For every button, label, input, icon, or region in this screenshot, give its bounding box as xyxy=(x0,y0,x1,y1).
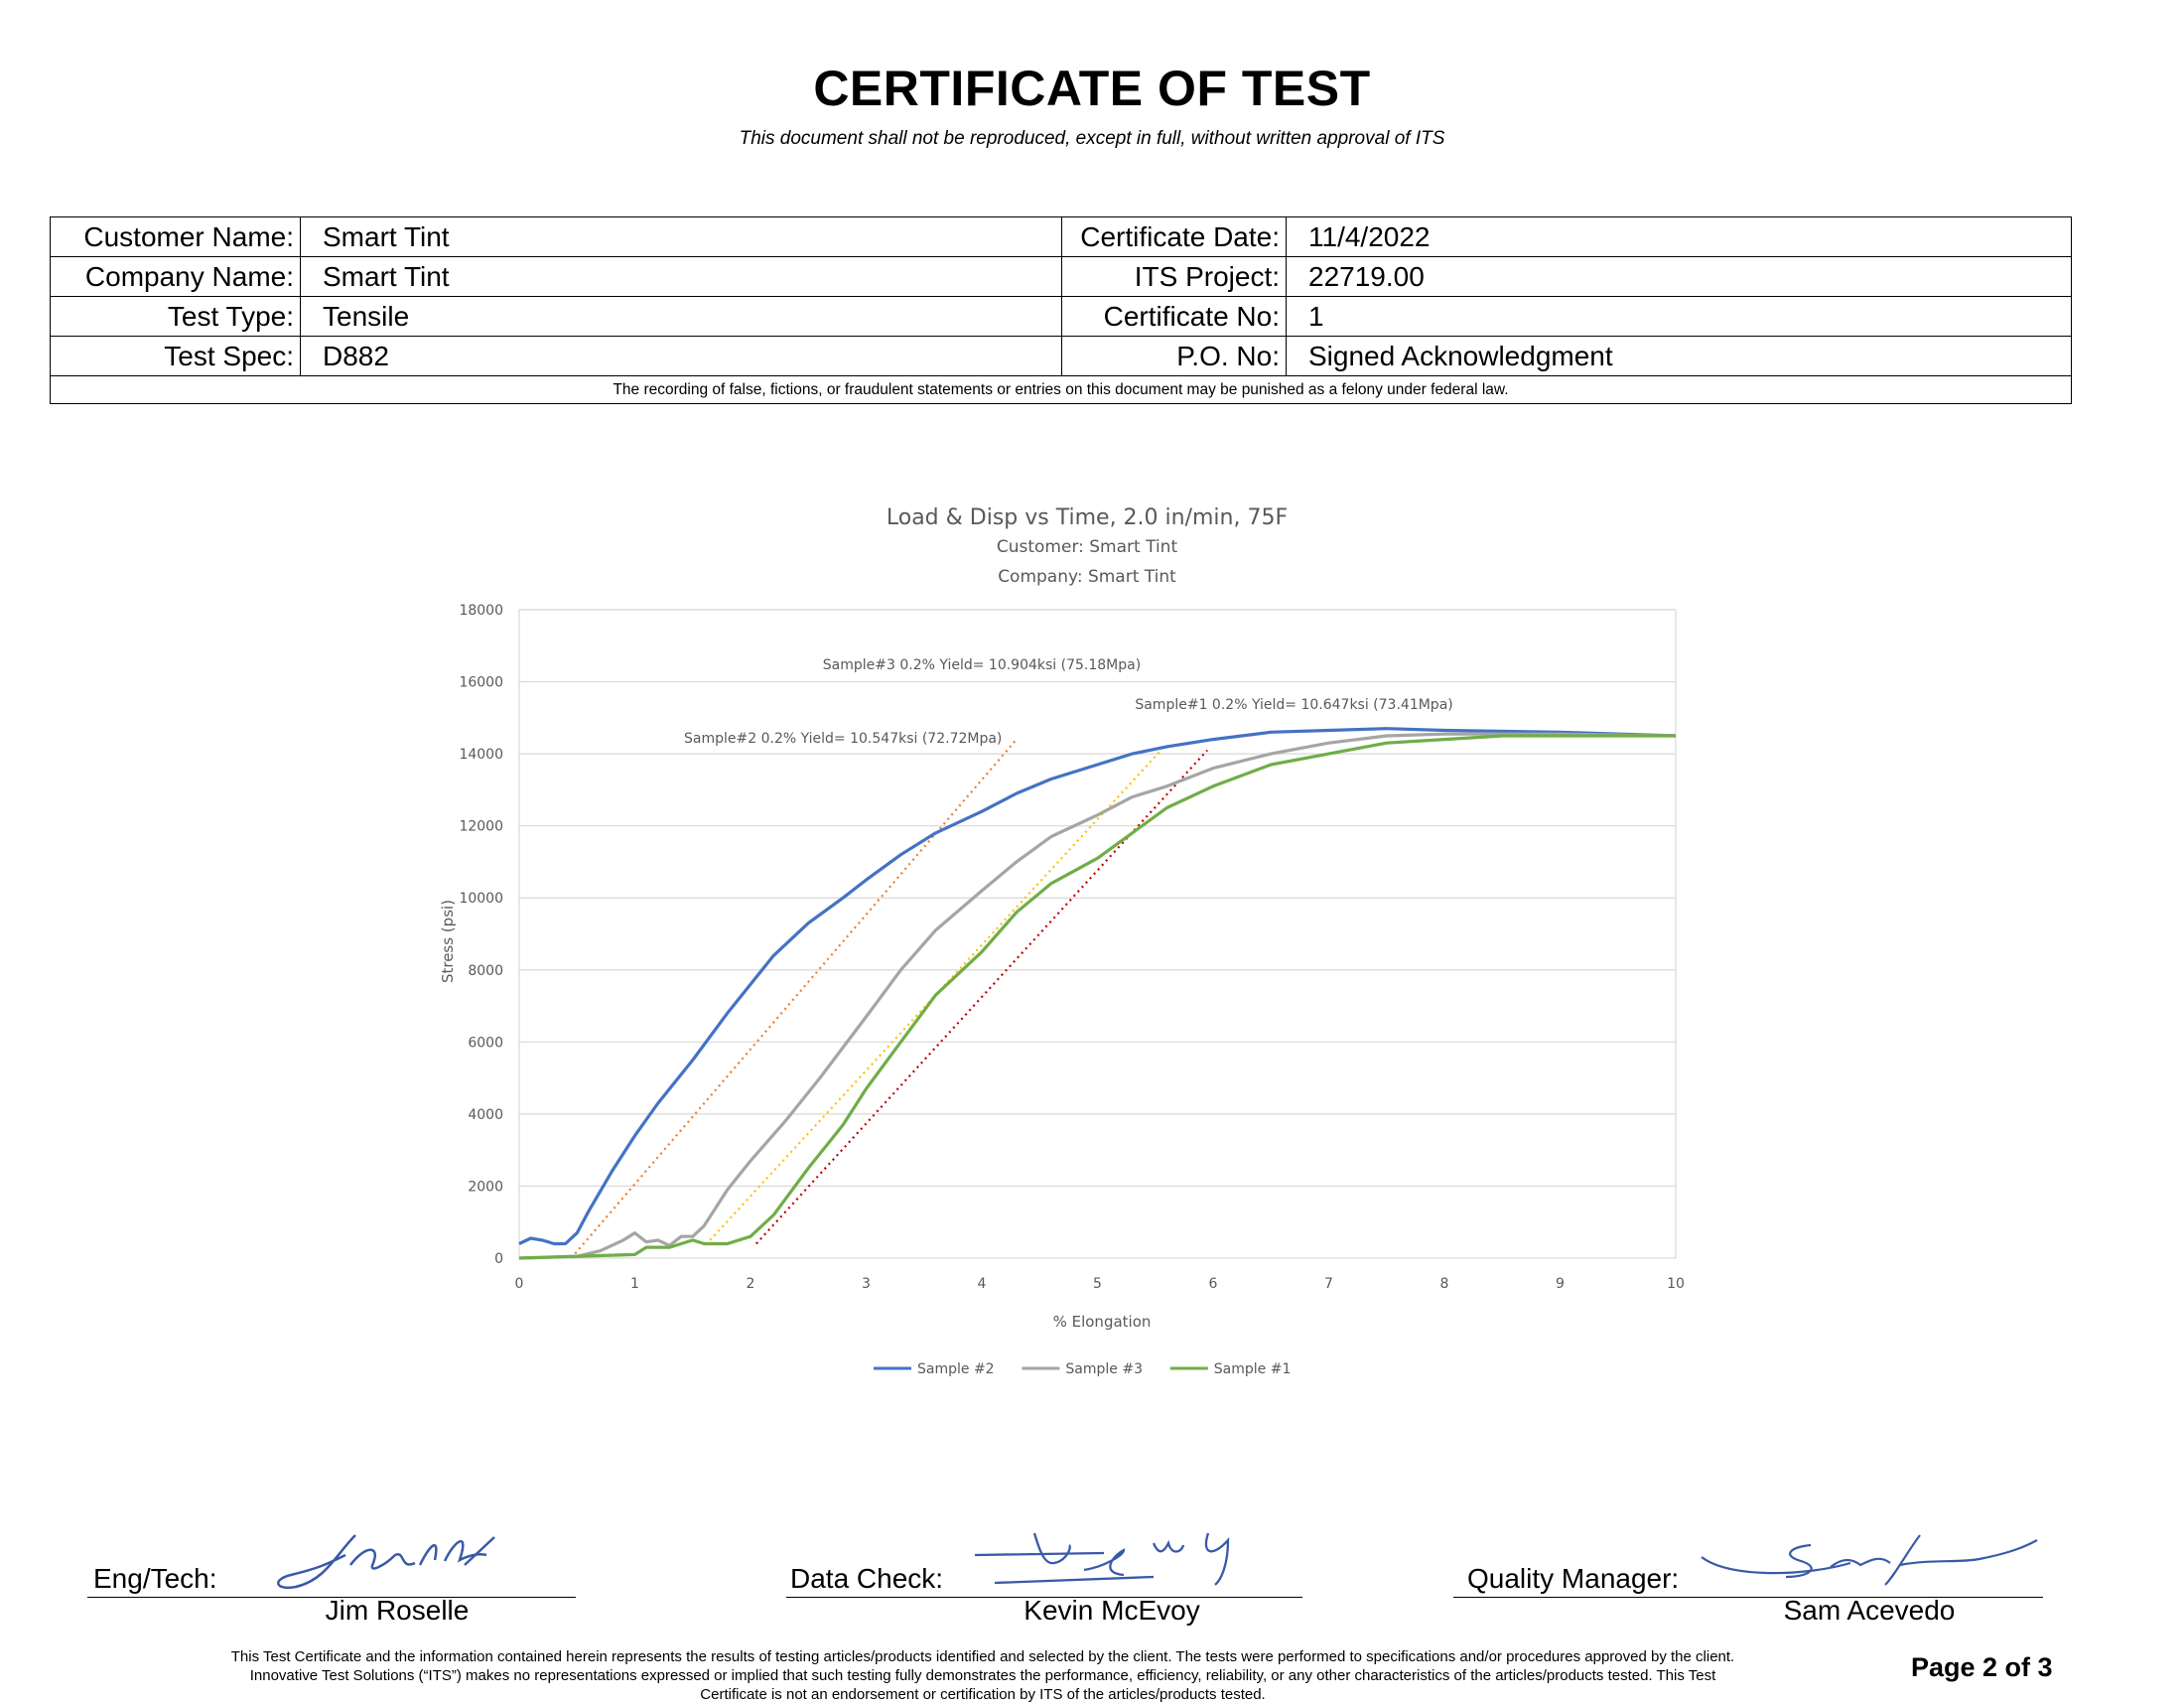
disclaimer-line: This Test Certificate and the informatio… xyxy=(230,1648,1735,1665)
series-line-sample-2 xyxy=(518,727,1677,1246)
y-axis-label: Stress (psi) xyxy=(439,900,457,983)
x-tick-label: 9 xyxy=(1556,1276,1565,1292)
eng-tech-signature-image xyxy=(277,1534,495,1590)
footer-disclaimer: This Test Certificate and the informatio… xyxy=(79,1647,1886,1704)
yield-annotation: Sample#2 0.2% Yield= 10.547ksi (72.72Mpa… xyxy=(684,731,1002,747)
y-tick-label: 0 xyxy=(494,1251,503,1267)
y-tick-label: 10000 xyxy=(459,891,503,907)
po-no-value: Signed Acknowledgment xyxy=(1286,336,2072,376)
series-line-sample-1 xyxy=(518,734,1676,1260)
quality-manager-name: Sam Acevedo xyxy=(1783,1595,1956,1626)
certificate-date-value: 11/4/2022 xyxy=(1286,216,2072,257)
y-tick-label: 8000 xyxy=(468,963,503,979)
page-number: Page 2 of 3 xyxy=(1911,1652,2053,1682)
chart-title: Load & Disp vs Time, 2.0 in/min, 75F xyxy=(887,505,1288,530)
po-no-label: P.O. No: xyxy=(1061,336,1287,376)
its-project-value: 22719.00 xyxy=(1286,256,2072,297)
data-check-label: Data Check: xyxy=(790,1563,944,1594)
table-row: Test Type: Tensile Certificate No: 1 xyxy=(50,296,2072,337)
company-name-label: Company Name: xyxy=(50,256,301,297)
y-tick-label: 14000 xyxy=(459,747,503,763)
series-line-sample-3 xyxy=(518,732,1677,1260)
certificate-title: CERTIFICATE OF TEST xyxy=(813,61,1371,116)
test-spec-label: Test Spec: xyxy=(50,336,301,376)
x-tick-label: 8 xyxy=(1440,1276,1449,1292)
data-check-signature-image xyxy=(974,1532,1230,1586)
y-tick-label: 12000 xyxy=(459,819,503,835)
x-axis-label: % Elongation xyxy=(1053,1313,1152,1331)
y-tick-label: 2000 xyxy=(468,1179,503,1195)
y-tick-label: 18000 xyxy=(459,603,503,619)
y-tick-label: 6000 xyxy=(468,1035,503,1051)
x-tick-label: 5 xyxy=(1093,1276,1102,1292)
data-check-name: Kevin McEvoy xyxy=(1024,1595,1200,1626)
fraud-notice: The recording of false, fictions, or fra… xyxy=(50,375,2072,404)
x-tick-label: 10 xyxy=(1667,1276,1685,1292)
legend-label: Sample #3 xyxy=(1065,1361,1143,1377)
eng-tech-label: Eng/Tech: xyxy=(93,1563,217,1594)
quality-manager-signature-row: Quality Manager: xyxy=(1453,1525,2043,1598)
plot-area xyxy=(518,609,1677,1259)
quality-manager-signature-image xyxy=(1701,1534,2038,1586)
table-row: Customer Name: Smart Tint Certificate Da… xyxy=(50,216,2072,257)
x-tick-label: 4 xyxy=(978,1276,987,1292)
offset-line xyxy=(570,738,1018,1259)
chart-subtitle-company: Company: Smart Tint xyxy=(998,567,1176,587)
stress-elongation-chart: Load & Disp vs Time, 2.0 in/min, 75F Cus… xyxy=(439,505,1685,1377)
certificate-no-value: 1 xyxy=(1286,296,2072,337)
data-check-signature-row: Data Check: xyxy=(786,1525,1302,1598)
reproduction-notice: This document shall not be reproduced, e… xyxy=(739,128,1445,149)
eng-tech-name: Jim Roselle xyxy=(325,1595,470,1626)
yield-annotation: Sample#1 0.2% Yield= 10.647ksi (73.41Mpa… xyxy=(1135,697,1452,713)
x-tick-label: 7 xyxy=(1324,1276,1333,1292)
legend-label: Sample #1 xyxy=(1214,1361,1292,1377)
test-spec-value: D882 xyxy=(300,336,1062,376)
chart-legend: Sample #2 Sample #3 Sample #1 xyxy=(874,1361,1291,1377)
y-tick-label: 4000 xyxy=(468,1107,503,1123)
offset-line xyxy=(755,749,1208,1245)
company-name-value: Smart Tint xyxy=(300,256,1062,297)
disclaimer-line: Innovative Test Solutions (“ITS”) makes … xyxy=(249,1667,1716,1684)
eng-tech-signature-row: Eng/Tech: xyxy=(87,1525,576,1598)
yield-annotation: Sample#3 0.2% Yield= 10.904ksi (75.18Mpa… xyxy=(823,657,1141,673)
x-tick-label: 6 xyxy=(1209,1276,1218,1292)
offset-line xyxy=(709,749,1162,1241)
x-tick-label: 0 xyxy=(515,1276,524,1292)
quality-manager-label: Quality Manager: xyxy=(1467,1563,1680,1594)
x-tick-label: 2 xyxy=(747,1276,755,1292)
certificate-info-table: Customer Name: Smart Tint Certificate Da… xyxy=(50,216,2072,404)
y-tick-label: 16000 xyxy=(459,675,503,691)
legend-label: Sample #2 xyxy=(917,1361,995,1377)
certificate-no-label: Certificate No: xyxy=(1061,296,1287,337)
table-row: Company Name: Smart Tint ITS Project: 22… xyxy=(50,256,2072,297)
certificate-date-label: Certificate Date: xyxy=(1061,216,1287,257)
table-row: Test Spec: D882 P.O. No: Signed Acknowle… xyxy=(50,336,2072,376)
x-tick-label: 3 xyxy=(862,1276,871,1292)
chart-subtitle-customer: Customer: Smart Tint xyxy=(997,537,1178,557)
x-tick-label: 1 xyxy=(630,1276,639,1292)
table-row: The recording of false, fictions, or fra… xyxy=(50,375,2072,404)
test-type-value: Tensile xyxy=(300,296,1062,337)
